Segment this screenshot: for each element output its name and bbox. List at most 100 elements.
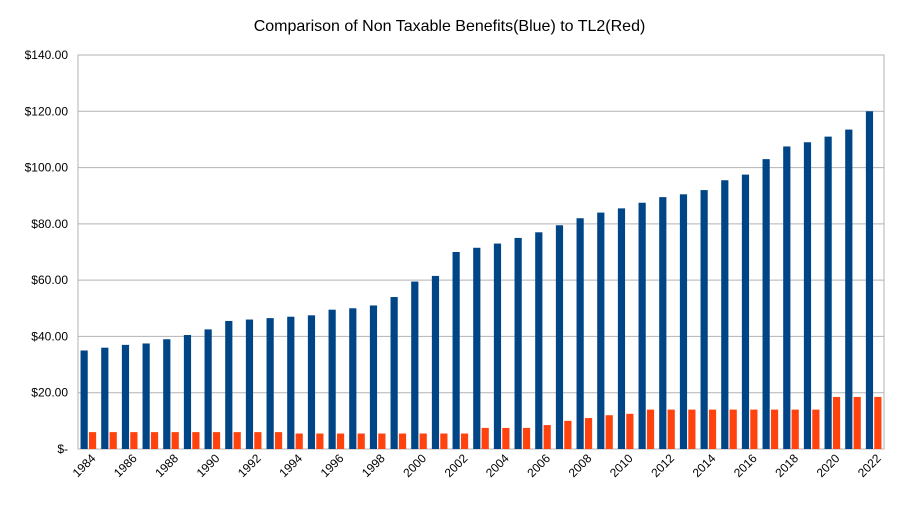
bar-series-blue	[555, 225, 564, 449]
bar-series-red	[832, 396, 841, 449]
x-tick-label: 2020	[814, 451, 843, 480]
bar-series-blue	[266, 318, 274, 449]
x-tick-label: 1984	[70, 451, 99, 480]
bar-series-blue	[287, 316, 295, 449]
bar-series-blue	[369, 305, 378, 449]
bar-series-red	[708, 409, 717, 449]
bar-series-blue	[597, 212, 605, 449]
x-tick-label: 2006	[524, 451, 553, 480]
y-tick-label: $140.00	[25, 48, 69, 62]
bar-series-red	[378, 433, 386, 449]
bar-series-red	[543, 425, 551, 449]
bar-series-red	[522, 427, 531, 449]
x-tick-label: 2014	[690, 451, 719, 480]
bar-series-blue	[700, 190, 708, 450]
bar-series-blue	[452, 252, 460, 449]
bar-series-red	[336, 433, 345, 449]
x-tick-label: 2002	[442, 451, 471, 480]
bar-series-blue	[617, 208, 626, 449]
bar-series-blue	[514, 237, 522, 449]
bar-series-blue	[535, 232, 543, 449]
bar-series-red	[460, 433, 469, 449]
x-tick-label: 1994	[276, 451, 305, 480]
bar-series-blue	[659, 197, 667, 449]
bar-series-red	[150, 432, 159, 449]
chart-title: Comparison of Non Taxable Benefits(Blue)…	[253, 18, 646, 35]
x-tick-label: 1998	[359, 451, 388, 480]
x-tick-label: 2018	[772, 451, 801, 480]
bar-series-blue	[493, 243, 502, 449]
x-tick-label: 2012	[648, 451, 677, 480]
bar-series-blue	[803, 142, 812, 449]
bar-series-red	[584, 418, 593, 449]
bar-series-red	[440, 433, 448, 449]
bar-series-red	[295, 433, 303, 449]
bar-series-blue	[142, 343, 150, 449]
y-tick-label: $-	[57, 442, 68, 456]
bar-series-red	[791, 409, 799, 449]
x-tick-label: 1992	[235, 451, 264, 480]
bar-series-blue	[431, 275, 440, 449]
y-tick-label: $20.00	[31, 386, 68, 400]
bar-series-red	[564, 420, 572, 449]
bar-series-red	[646, 409, 655, 449]
bar-series-red	[729, 409, 737, 449]
bar-series-blue	[411, 281, 419, 449]
bar-series-blue	[865, 111, 874, 450]
bar-series-red	[254, 432, 262, 449]
bar-series-red	[770, 409, 779, 449]
bar-series-blue	[845, 129, 853, 450]
x-tick-label: 1986	[111, 451, 140, 480]
bar-series-red	[502, 427, 510, 449]
bar-series-red	[212, 432, 221, 449]
bar-series-red	[667, 409, 675, 449]
bar-series-blue	[328, 309, 336, 449]
y-tick-label: $40.00	[31, 329, 68, 343]
y-tick-label: $120.00	[25, 104, 69, 118]
bar-series-blue	[163, 339, 171, 449]
bar-series-blue	[721, 180, 729, 449]
bar-series-blue	[741, 174, 750, 449]
x-tick-label: 2022	[855, 451, 884, 480]
x-tick-label: 2010	[607, 451, 636, 480]
bar-series-red	[419, 433, 427, 449]
bar-series-blue	[473, 247, 481, 449]
bar-series-red	[874, 396, 882, 449]
bar-series-blue	[204, 329, 212, 449]
x-tick-label: 2016	[731, 451, 760, 480]
bar-series-blue	[824, 136, 832, 449]
x-tick-label: 1996	[318, 451, 347, 480]
y-tick-label: $60.00	[31, 273, 68, 287]
bar-series-red	[274, 432, 283, 449]
bar-series-blue	[121, 344, 130, 449]
x-tick-label: 1988	[152, 451, 181, 480]
bar-series-red	[357, 433, 365, 449]
y-tick-label: $80.00	[31, 217, 68, 231]
bar-series-red	[233, 432, 241, 449]
bar-series-red	[192, 432, 200, 449]
bar-series-red	[109, 432, 117, 449]
bar-series-blue	[101, 347, 109, 449]
bar-series-blue	[783, 146, 791, 449]
bar-series-red	[626, 413, 634, 449]
bar-series-blue	[307, 315, 316, 449]
x-tick-label: 2008	[566, 451, 595, 480]
bar-series-red	[130, 432, 138, 449]
x-tick-label: 2004	[483, 451, 512, 480]
bar-series-red	[853, 396, 861, 449]
y-tick-label: $100.00	[25, 161, 69, 175]
bar-series-red	[171, 432, 179, 449]
bar-series-red	[605, 415, 613, 449]
x-tick-label: 2000	[400, 451, 429, 480]
bar-series-red	[750, 409, 758, 449]
bar-series-blue	[225, 320, 233, 449]
bar-series-blue	[576, 218, 584, 449]
bar-series-blue	[349, 308, 357, 449]
bar-series-blue	[638, 202, 646, 449]
bar-series-blue	[679, 194, 688, 449]
bar-series-red	[481, 427, 489, 449]
bar-series-red	[688, 409, 696, 449]
bar-series-blue	[390, 297, 398, 449]
